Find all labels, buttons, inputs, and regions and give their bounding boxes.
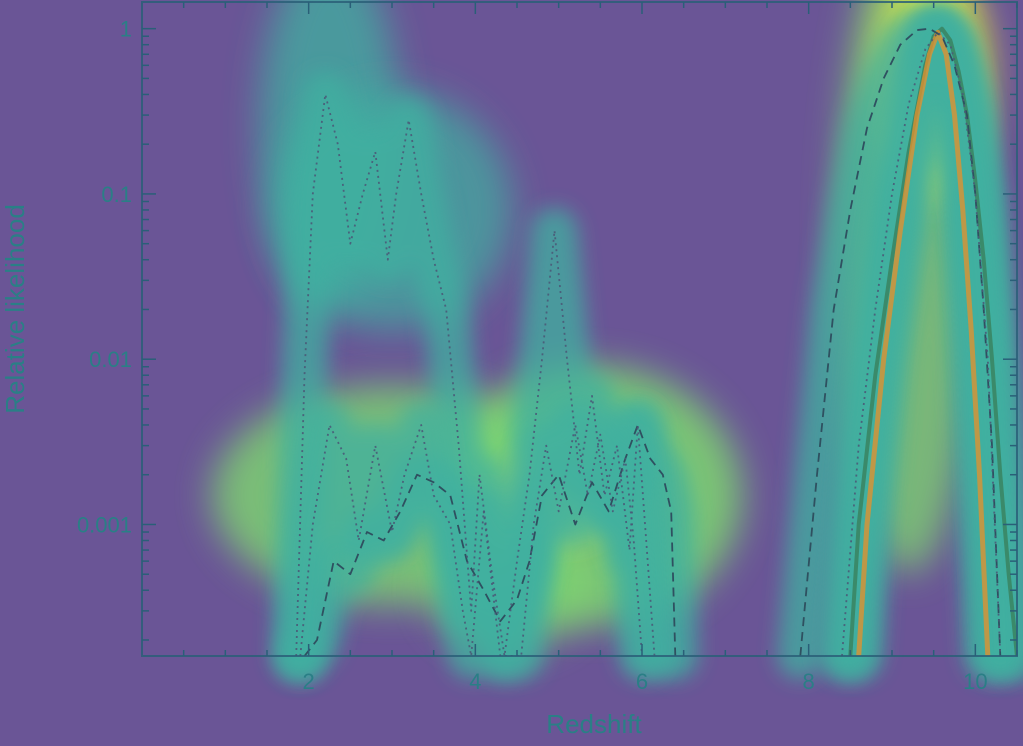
series-line-orange-1	[856, 29, 991, 656]
axes: 2 4 6 8 10 0.001 0.01 0.1 1	[77, 1, 1018, 694]
x-tick-label: 2	[303, 669, 315, 694]
x-tick-label: 4	[469, 669, 481, 694]
y-tick-label: 0.001	[77, 512, 132, 537]
series-line-dotted-5	[841, 31, 1002, 656]
x-axis-label: Redshift	[546, 709, 642, 739]
saliency-heatmap	[212, 0, 1023, 679]
y-axis-label: Relative likelihood	[0, 204, 30, 414]
x-tick-label: 6	[636, 669, 648, 694]
axis-labels: Redshift Relative likelihood	[0, 204, 642, 739]
series-group	[295, 26, 1017, 656]
series-line-dotted-3	[295, 93, 656, 656]
x-tick-label: 10	[963, 669, 987, 694]
series-line-dashed-2	[303, 424, 677, 656]
y-tick-label: 0.1	[101, 182, 132, 207]
series-line-solid-0	[848, 26, 1017, 656]
plot-frame	[141, 1, 1018, 657]
x-tick-label: 8	[803, 669, 815, 694]
series-line-dashed-2-b	[799, 27, 1002, 656]
y-tick-label: 1	[120, 17, 132, 42]
y-tick-label: 0.01	[89, 347, 132, 372]
